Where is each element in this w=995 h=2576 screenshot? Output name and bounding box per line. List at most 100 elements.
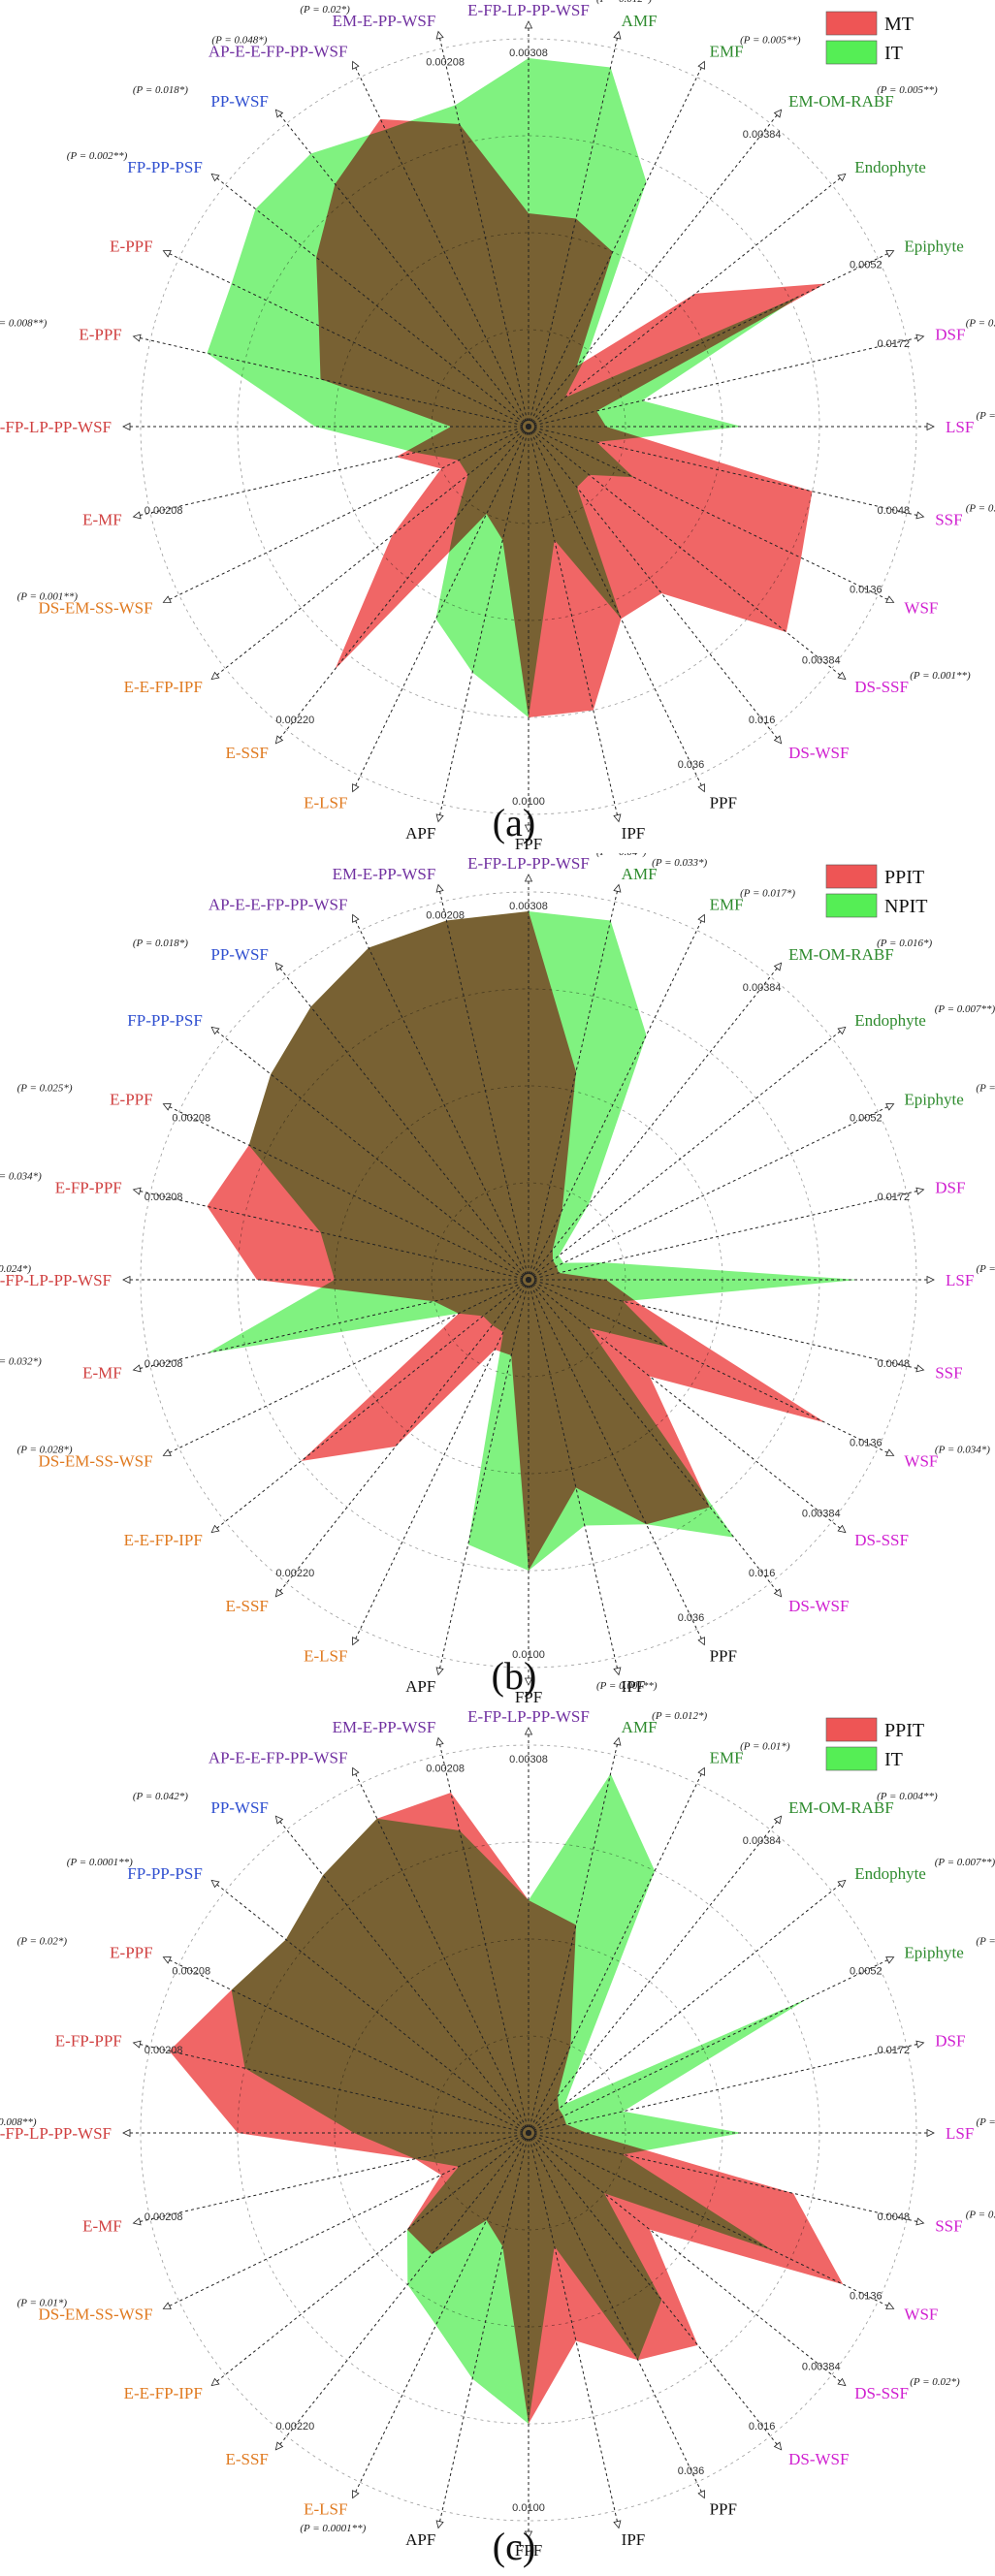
series-area-it (207, 58, 802, 717)
p-value-label: (P = 0.001**) (976, 1082, 995, 1094)
axis-label: E-SSF (225, 744, 268, 762)
axis-label: WSF (904, 2306, 938, 2324)
axis-arrow (837, 1524, 847, 1534)
p-value-label: (P = 0.0001**) (977, 2116, 995, 2128)
axis-label: Epiphyte (904, 1943, 963, 1961)
axis-spoke (437, 1279, 530, 1675)
axis-arrow (122, 422, 131, 431)
axis-spoke (210, 2132, 530, 2387)
panel-caption: (b) (492, 1654, 537, 1698)
tick-label: 0.0052 (850, 1966, 883, 1978)
axis-arrow (837, 671, 847, 681)
axis-arrow (132, 2040, 142, 2049)
axis-arrow (132, 1187, 142, 1195)
p-value-label: (P = 0.01*) (17, 2298, 68, 2309)
p-value-label: (P = 0.001**) (17, 591, 79, 603)
tick-label: 0.0052 (850, 260, 883, 271)
p-value-label: (P = 0.0001**) (977, 1263, 995, 1275)
p-value-label: (P = 0.002**) (67, 150, 128, 162)
axis-arrow (773, 1588, 783, 1598)
axis-spoke (528, 109, 783, 428)
p-value-label: (P = 0.008**) (0, 2116, 37, 2128)
axis-arrow (524, 20, 533, 29)
axis-arrow (132, 511, 142, 520)
axis-label: E-E-FP-IPF (124, 678, 203, 696)
axis-arrow (435, 883, 444, 893)
tick-label: 0.00384 (802, 1509, 841, 1520)
axis-label: DS-WSF (788, 2450, 849, 2468)
p-value-label: (P = 0.042*) (133, 1791, 188, 1802)
axis-label: WSF (904, 1452, 938, 1471)
axis-arrow (697, 1637, 705, 1646)
axis-spoke (528, 2132, 705, 2498)
tick-label: 0.00384 (743, 982, 782, 994)
axis-label: E-PPF (110, 237, 152, 255)
axis-arrow (122, 2128, 131, 2138)
p-value-label: (P = 0.015*) (976, 1935, 995, 1947)
axis-label: EM-OM-RABF (788, 92, 894, 111)
axis-spoke (352, 914, 530, 1281)
axis-label: DS-SSF (854, 1531, 909, 1549)
tick-label: 0.016 (749, 1568, 776, 1579)
axis-arrow (435, 1667, 444, 1676)
axis-spoke (528, 1279, 924, 1371)
axis-spoke (352, 1767, 530, 2134)
axis-label: AP-E-FP-LP-PP-WSF (0, 1271, 112, 1289)
axis-spoke (274, 962, 530, 1281)
axis-label: FPF (515, 1688, 542, 1706)
axis-spoke (528, 2132, 894, 2309)
axis-arrow (274, 1815, 284, 1825)
axis-label: AP-E-E-FP-PP-WSF (209, 1749, 348, 1767)
axis-arrow (210, 173, 220, 182)
axis-spoke (437, 1737, 530, 2134)
p-value-label: (P = 0.017*) (740, 888, 795, 900)
axis-arrow (122, 1275, 131, 1285)
axis-label: E-SSF (225, 1597, 268, 1615)
p-value-label: (P = 0.02*) (17, 1935, 68, 1947)
legend-swatch-mt (825, 11, 878, 36)
axis-label: AMF (622, 12, 658, 30)
axis-label: E-SSF (225, 2450, 268, 2468)
tick-label: 0.00208 (426, 57, 465, 69)
axis-arrow (773, 1815, 783, 1825)
p-value-label: (P = 0.012*) (652, 1710, 707, 1722)
axis-spoke (528, 61, 705, 428)
axis-spoke (528, 914, 705, 1281)
legend-swatch-ppit (825, 864, 878, 889)
p-value-label: (P = 0.0001**) (300, 2523, 366, 2534)
center-dot (526, 2130, 531, 2136)
axis-label: EMF (710, 43, 744, 61)
axis-arrow (773, 962, 783, 971)
p-value-label: (P = 0.001**) (596, 1680, 658, 1692)
axis-spoke (528, 426, 705, 792)
axis-spoke (528, 2132, 924, 2224)
axis-spoke (528, 1737, 620, 2134)
axis-spoke (528, 2132, 620, 2528)
axis-label: E-FP-LP-PP-WSF (467, 1707, 590, 1726)
legend-label-it: IT (884, 43, 903, 64)
tick-label: 0.0100 (512, 2502, 545, 2514)
p-value-label: (P = 0.021*) (966, 2210, 995, 2221)
center-dot (526, 424, 531, 429)
axis-arrow (162, 2302, 172, 2309)
axis-spoke (437, 31, 530, 428)
axis-arrow (697, 783, 705, 793)
p-value-label: (P = 0.0001**) (67, 1857, 133, 1868)
p-value-label: (P = 0.019*) (977, 410, 995, 422)
legend-swatch-it (825, 40, 878, 65)
axis-label: APF (405, 1677, 435, 1696)
axis-label: E-MF (82, 1364, 122, 1383)
axis-arrow (524, 1727, 533, 1735)
p-value-label: (P = 0.018*) (133, 84, 188, 96)
axis-arrow (524, 1677, 533, 1686)
axis-label: E-PPF (79, 325, 121, 343)
axis-spoke (528, 1279, 783, 1598)
axis-spoke (352, 426, 530, 792)
axis-arrow (697, 60, 705, 70)
axis-arrow (274, 962, 284, 971)
axis-arrow (885, 1103, 895, 1111)
axis-spoke (133, 2132, 530, 2224)
axis-spoke (528, 1279, 847, 1534)
